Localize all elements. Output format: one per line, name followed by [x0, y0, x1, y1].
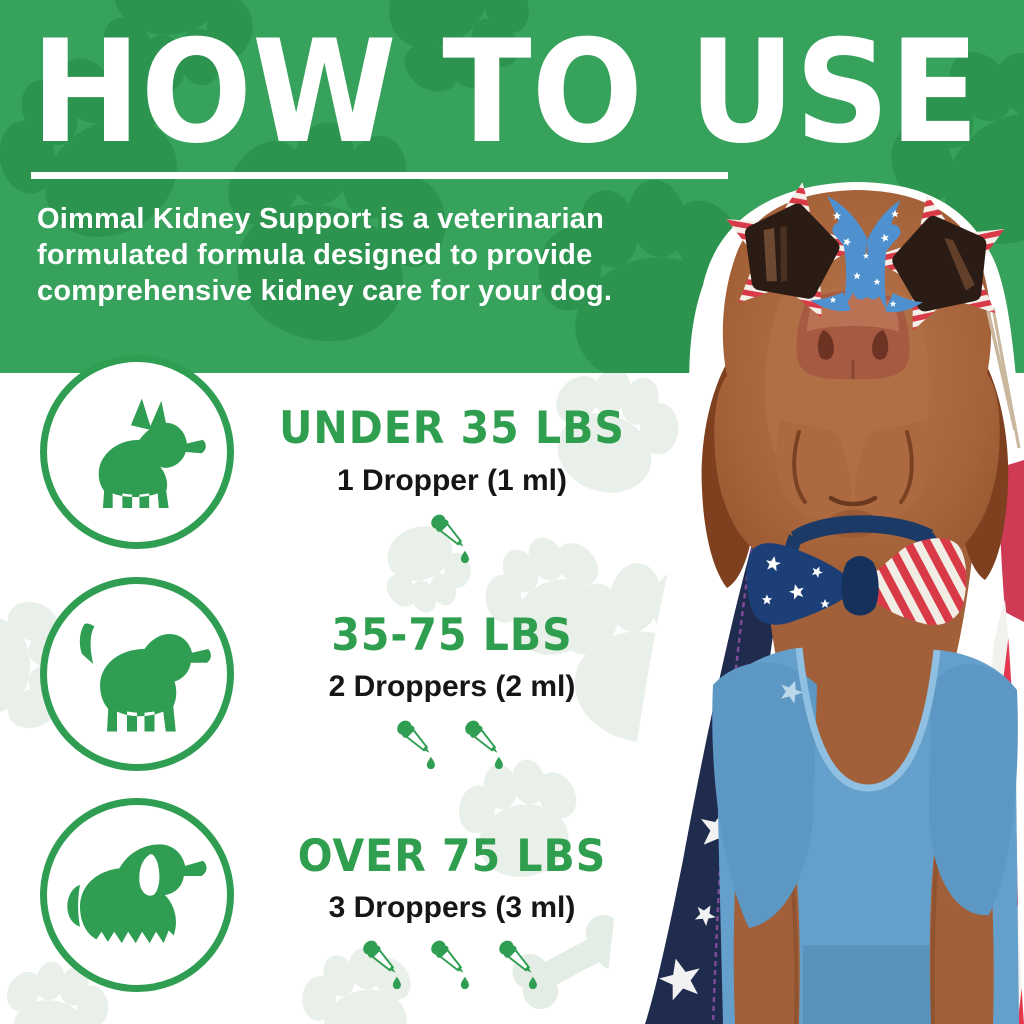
row-2-dose: 2 Droppers (2 ml)	[252, 670, 652, 704]
description-line-1: Oimmal Kidney Support is a veterinarian	[37, 203, 605, 235]
dog-nose	[796, 291, 910, 379]
star-sunglasses-icon	[726, 182, 1021, 449]
medium-dog-circle-badge	[40, 577, 234, 771]
dropper-icon	[393, 716, 436, 771]
row-3-weight: OVER 75 LBS	[252, 830, 652, 882]
row-3-dose: 3 Droppers (3 ml)	[252, 891, 652, 925]
tshirt-neckline	[795, 647, 941, 792]
medium-dog-silhouette-icon	[79, 623, 211, 732]
title-underline	[31, 172, 728, 179]
description-line-2: formulated formula designed to provide	[37, 239, 593, 271]
tshirt-sleeves	[712, 662, 1018, 928]
description-line-3: comprehensive kidney care for your dog.	[37, 275, 613, 307]
dropper-icon	[461, 716, 504, 771]
tshirt-shadow	[803, 945, 933, 1024]
weight-label-3: OVER 75 LBS	[297, 830, 607, 882]
weight-label-1: UNDER 35 LBS	[279, 402, 625, 454]
dropper-icon	[495, 936, 538, 991]
dog-photo	[603, 182, 1024, 1024]
row-1-weight: UNDER 35 LBS	[252, 402, 652, 454]
small-dog-circle-badge	[40, 355, 234, 549]
flag-bow-tie-icon	[746, 515, 967, 626]
dose-label-2: 2 Droppers (2 ml)	[328, 670, 576, 703]
small-dog-silhouette-icon	[98, 398, 206, 508]
dropper-icon	[427, 936, 470, 991]
page-title-wrap: HOW TO USE	[31, 10, 979, 165]
dose-label-3: 3 Droppers (3 ml)	[328, 891, 576, 924]
dropper-icon	[359, 936, 402, 991]
dose-label-1: 1 Dropper (1 ml)	[336, 464, 568, 497]
weight-label-2: 35-75 LBS	[331, 609, 573, 661]
dropper-icon	[427, 510, 470, 565]
row-2-weight: 35-75 LBS	[252, 609, 652, 661]
large-dog-silhouette-icon	[67, 844, 207, 944]
page-title: HOW TO USE	[31, 10, 979, 165]
row-1-dose: 1 Dropper (1 ml)	[252, 464, 652, 498]
large-dog-circle-badge	[40, 798, 234, 992]
